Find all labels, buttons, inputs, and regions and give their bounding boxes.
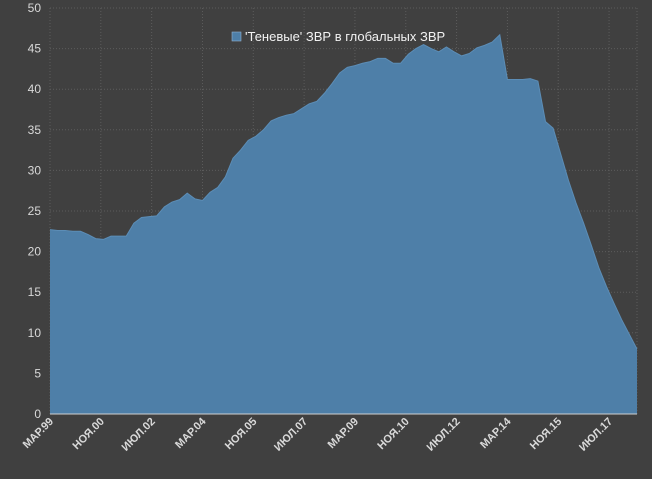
y-tick-label: 35 (28, 123, 42, 137)
series-line (49, 33, 638, 350)
y-tick-label: 50 (28, 1, 42, 15)
y-tick-label: 15 (28, 285, 42, 299)
y-tick-label: 20 (28, 245, 42, 259)
y-tick-label: 0 (34, 407, 41, 421)
y-tick-label: 5 (34, 366, 41, 380)
y-tick-label: 10 (28, 326, 42, 340)
series-area (50, 34, 637, 415)
y-tick-label: 45 (28, 42, 42, 56)
series-area-layer (49, 33, 638, 415)
legend-swatch (231, 31, 242, 42)
y-tick-label: 40 (28, 82, 42, 96)
y-tick-label: 30 (28, 163, 42, 177)
legend: 'Теневые' ЗВР в глобальных ЗВР (231, 29, 445, 44)
legend-label: 'Теневые' ЗВР в глобальных ЗВР (245, 29, 445, 44)
y-tick-label: 25 (28, 204, 42, 218)
